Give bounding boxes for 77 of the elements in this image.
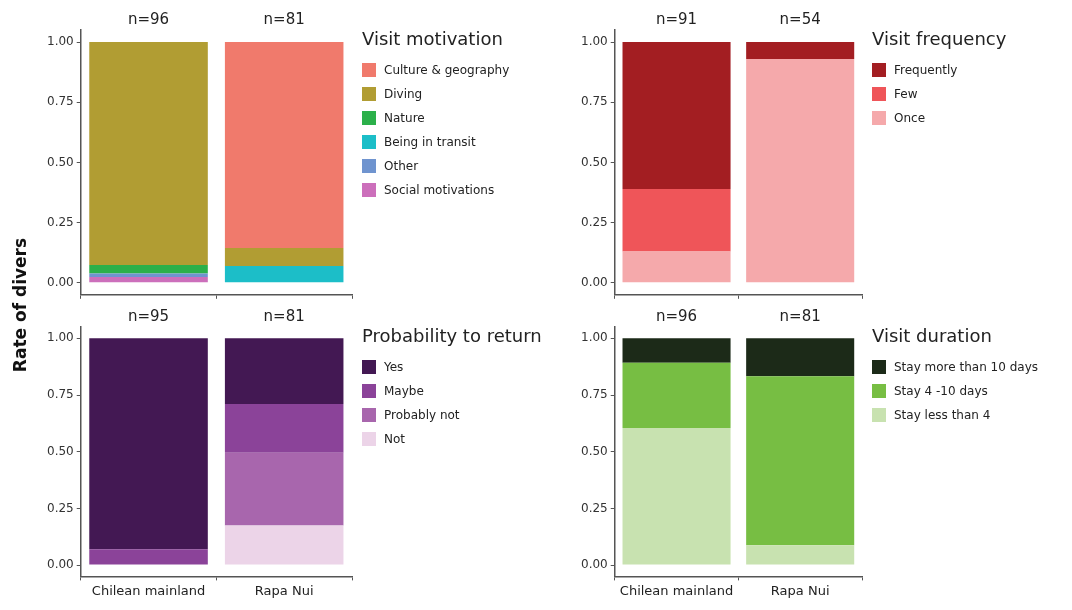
- bar: [746, 376, 855, 546]
- y-tick-label: 0.50: [47, 154, 74, 169]
- y-tick-label: 0.25: [581, 500, 608, 515]
- bar: [224, 452, 344, 526]
- x-tick-label: Chilean mainland: [619, 582, 734, 598]
- legend-label: Diving: [384, 87, 423, 101]
- bar: [622, 42, 731, 189]
- x-tick-label: Rapa Nui: [254, 582, 314, 598]
- bar: [224, 42, 344, 249]
- text: n=81: [263, 307, 305, 326]
- y-axis-title: Rate of divers: [10, 237, 30, 373]
- bar: [746, 42, 855, 59]
- text: n=95: [127, 307, 170, 326]
- bar: [224, 525, 344, 565]
- y-tick-label: 0.00: [581, 557, 608, 572]
- y-tick-label: 0.50: [581, 154, 608, 169]
- y-tick-label: 0.00: [47, 274, 74, 289]
- y-tick-label: 0.00: [581, 274, 608, 289]
- bar: [224, 338, 344, 405]
- bar: [746, 338, 855, 377]
- legend-label: Being in transit: [384, 135, 476, 149]
- bar: [622, 188, 731, 252]
- bar: [224, 265, 344, 283]
- legend-label: Not: [384, 432, 406, 446]
- legend-label: Other: [384, 159, 419, 173]
- bar: [89, 338, 208, 550]
- text: n=54: [779, 10, 821, 29]
- bar: [622, 251, 731, 283]
- y-tick-label: 0.75: [581, 94, 608, 109]
- bar: [746, 58, 855, 283]
- y-tick-label: 0.50: [47, 443, 74, 458]
- text: n=96: [127, 10, 170, 29]
- legend-title: Visit frequency: [872, 28, 1008, 49]
- y-tick-label: 1.00: [581, 330, 608, 345]
- legend-title: Probability to return: [362, 325, 543, 346]
- bar: [622, 362, 731, 428]
- legend-label: Stay less than 4: [894, 408, 991, 422]
- x-tick-label: Chilean mainland: [91, 582, 206, 598]
- y-tick-label: 0.75: [581, 387, 608, 402]
- y-tick-label: 0.00: [47, 557, 74, 572]
- legend-label: Yes: [384, 360, 404, 374]
- text: n=91: [655, 10, 698, 29]
- y-tick-label: 0.25: [581, 214, 608, 229]
- bar: [622, 427, 731, 565]
- y-tick-label: 0.75: [47, 94, 74, 109]
- bar: [224, 248, 344, 266]
- legend-label: Maybe: [384, 384, 424, 398]
- legend-label: Social motivations: [384, 183, 495, 197]
- legend-title: Visit duration: [872, 325, 993, 346]
- legend-label: Culture & geography: [384, 63, 510, 77]
- bar: [89, 276, 208, 283]
- bar: [89, 273, 208, 277]
- text: n=96: [655, 307, 698, 326]
- text: n=81: [779, 307, 821, 326]
- bar: [89, 264, 208, 274]
- y-tick-label: 0.25: [47, 214, 74, 229]
- bar: [746, 545, 855, 565]
- y-tick-label: 1.00: [47, 330, 74, 345]
- bar: [622, 338, 731, 363]
- y-tick-label: 1.00: [47, 34, 74, 49]
- y-tick-label: 0.50: [581, 443, 608, 458]
- legend-label: Stay 4 -10 days: [894, 384, 988, 398]
- y-tick-label: 1.00: [581, 34, 608, 49]
- bar: [224, 404, 344, 453]
- y-tick-label: 0.25: [47, 500, 74, 515]
- bar: [89, 549, 208, 565]
- bar: [89, 42, 208, 265]
- legend-label: Stay more than 10 days: [894, 360, 1038, 374]
- y-tick-label: 0.75: [47, 387, 74, 402]
- legend-label: Frequently: [894, 63, 958, 77]
- legend-label: Nature: [384, 111, 425, 125]
- legend-label: Few: [894, 87, 918, 101]
- legend-title: Visit motivation: [362, 28, 504, 49]
- text: n=81: [263, 10, 305, 29]
- legend-label: Once: [894, 111, 926, 125]
- x-tick-label: Rapa Nui: [770, 582, 830, 598]
- legend-label: Probably not: [384, 408, 460, 422]
